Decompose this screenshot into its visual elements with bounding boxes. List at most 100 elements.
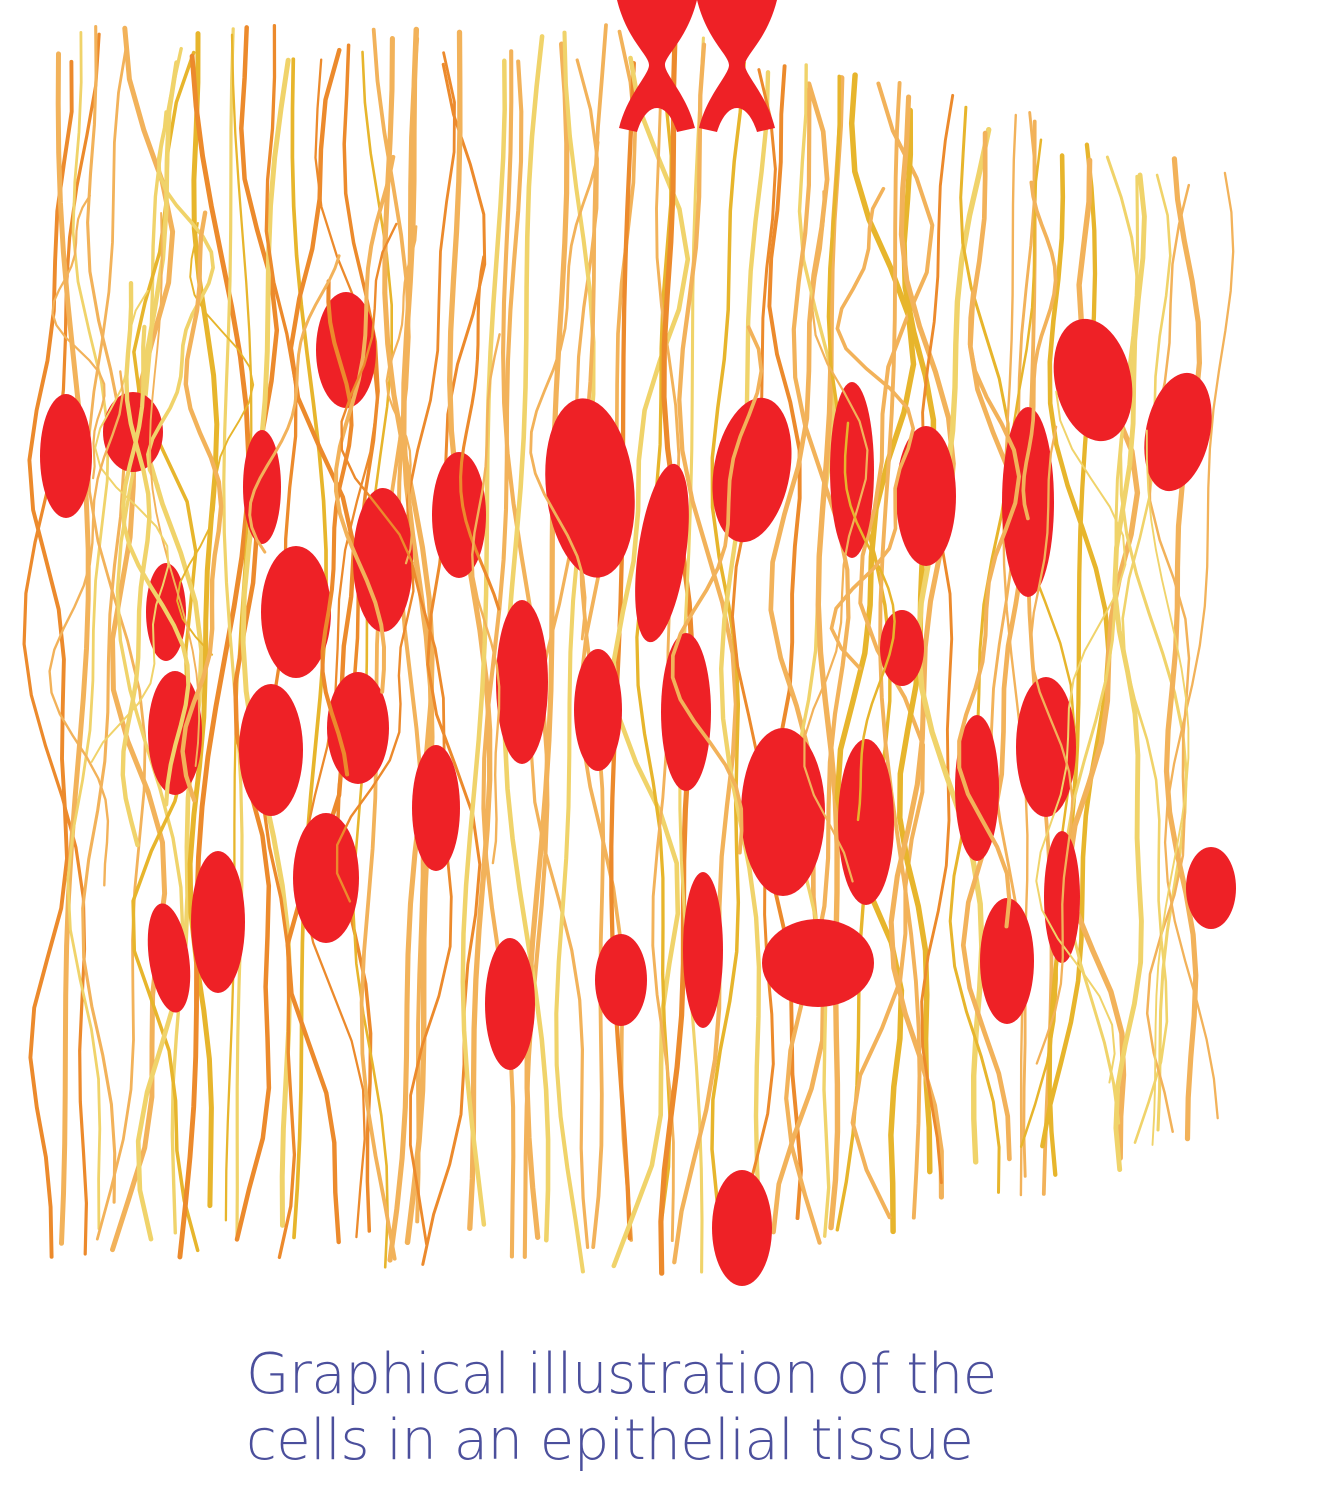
- figure-caption: Graphical illustration of the cells in a…: [246, 1342, 1246, 1474]
- fiber-strand: [529, 140, 600, 641]
- fiber-strand: [957, 289, 1022, 929]
- fiber-strand: [406, 51, 456, 1246]
- cell-nucleus: [880, 610, 924, 686]
- fiber-strand: [459, 255, 501, 611]
- fiber-strand: [554, 30, 596, 1274]
- cell-nucleus: [485, 938, 535, 1070]
- fiber-strand: [359, 27, 411, 1261]
- fiber-strand: [803, 190, 869, 883]
- caption-line-2: cells in an epithelial tissue: [246, 1408, 974, 1473]
- cell-nucleus: [712, 1170, 772, 1286]
- fiber-strand: [829, 186, 916, 671]
- cell-nucleus: [661, 633, 711, 791]
- fiber-strand: [48, 370, 125, 887]
- fiber-strand: [710, 61, 746, 1250]
- fiber-strand: [120, 324, 191, 807]
- tissue-illustration: [22, 0, 1236, 1286]
- fiber-strand: [176, 222, 255, 656]
- cell-nucleus: [830, 382, 874, 558]
- cell-nucleus: [239, 684, 303, 816]
- fiber-strand: [460, 58, 507, 1227]
- fiber-strand: [718, 70, 771, 1268]
- cell-nucleus: [1144, 372, 1212, 492]
- fiber-strand: [90, 289, 170, 763]
- fiber-strand: [81, 25, 126, 1204]
- fiber-strand: [447, 29, 493, 1232]
- fiber-strand: [1035, 390, 1127, 1084]
- fiber-strand: [51, 194, 106, 480]
- cell-nucleus: [261, 546, 331, 678]
- fiber-strand: [120, 281, 152, 848]
- cell-nucleus: [896, 426, 956, 566]
- fiber-strand: [180, 210, 224, 803]
- fiber-strand: [888, 94, 956, 1200]
- fiber-strand: [670, 325, 764, 855]
- fiber-strand: [248, 254, 341, 554]
- cell-nucleus: [293, 813, 359, 943]
- fiber-strand: [1163, 171, 1235, 1120]
- cell-nucleus: [635, 463, 689, 643]
- cell-nucleus: [1186, 847, 1236, 929]
- fiber-strand: [27, 59, 74, 1259]
- fiber-strand: [421, 62, 487, 1266]
- fiber-strand: [784, 86, 851, 1245]
- fiber-strand: [222, 27, 244, 1240]
- fiber-strand: [792, 63, 836, 1238]
- fiber-strand: [834, 72, 917, 1235]
- cell-nucleus: [1002, 407, 1054, 597]
- cell-nucleus: [838, 739, 894, 905]
- caption-line-1: Graphical illustration of the: [246, 1342, 997, 1407]
- fiber-strand: [948, 105, 1011, 1194]
- fiber-strand: [22, 32, 101, 1256]
- fiber-strand: [529, 58, 599, 1249]
- fiber-strand: [1145, 429, 1190, 1146]
- fiber-front-layer: [48, 110, 1190, 1146]
- fiber-strand: [611, 55, 691, 1269]
- fiber-strand: [609, 60, 636, 1241]
- cell-nucleus: [353, 488, 413, 632]
- fiber-strand: [55, 51, 91, 1246]
- fiber-strand: [87, 41, 147, 1241]
- fiber-strand: [146, 110, 215, 488]
- cell-nucleus: [412, 745, 460, 871]
- fiber-strand: [730, 68, 777, 1265]
- fiber-strand: [920, 93, 955, 1185]
- fiber-strand: [115, 46, 185, 1235]
- fiber-strand: [1029, 425, 1074, 1065]
- fiber-strand: [1021, 180, 1058, 521]
- fiber-strand: [843, 421, 896, 822]
- cell-nucleus: [243, 430, 281, 544]
- fiber-strand: [635, 57, 673, 1217]
- cell-nucleus: [712, 397, 792, 543]
- cell-nucleus: [574, 649, 622, 771]
- fiber-strand: [672, 42, 739, 1265]
- fiber-strand: [764, 64, 803, 1221]
- dividing-cell-nucleus: [617, 0, 697, 132]
- fiber-strand: [335, 222, 415, 903]
- nucleus-layer: [40, 0, 1236, 1286]
- fiber-strand: [285, 47, 357, 1245]
- fiber-strand: [333, 154, 396, 694]
- fiber-strand: [1047, 142, 1098, 1177]
- fiber-strand: [1145, 183, 1191, 1133]
- fiber-strand: [850, 81, 935, 1220]
- cell-nucleus: [595, 934, 647, 1026]
- fiber-strand: [385, 225, 418, 565]
- fiber-strand: [382, 36, 435, 1263]
- fiber-strand: [177, 53, 252, 1260]
- cell-nucleus: [40, 394, 92, 518]
- fiber-strand: [135, 60, 204, 1242]
- fiber-strand: [768, 81, 830, 1235]
- fiber-strand: [471, 333, 501, 865]
- fiber-strand: [335, 43, 380, 1233]
- fiber-strand: [301, 58, 379, 1239]
- fiber-strand: [224, 33, 253, 1222]
- dividing-cell-nucleus: [697, 0, 777, 132]
- cell-nucleus: [741, 728, 825, 896]
- cell-nucleus: [496, 600, 548, 764]
- cell-nucleus: [1053, 318, 1133, 442]
- fiber-strand: [66, 31, 110, 1230]
- fiber-strand: [1163, 156, 1203, 1142]
- cell-nucleus: [683, 872, 723, 1028]
- cell-nucleus: [980, 898, 1034, 1024]
